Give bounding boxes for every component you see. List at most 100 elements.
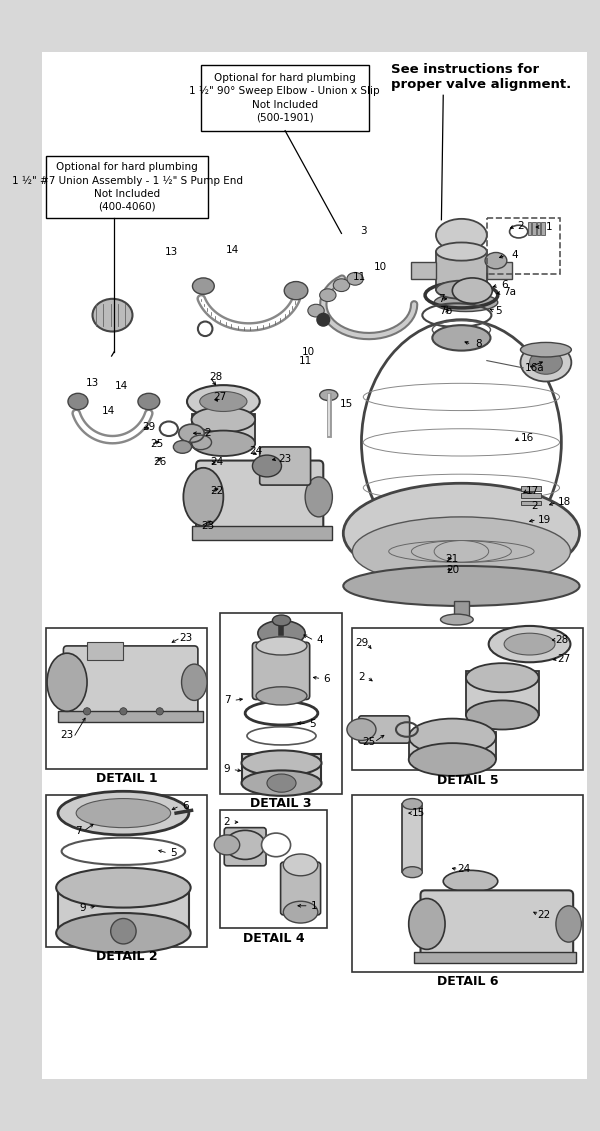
Ellipse shape: [214, 835, 240, 855]
Text: 15: 15: [412, 809, 425, 818]
Text: 13: 13: [165, 247, 178, 257]
Ellipse shape: [556, 906, 581, 942]
Bar: [58, 888, 189, 933]
Bar: [409, 732, 496, 760]
Ellipse shape: [83, 708, 91, 715]
Ellipse shape: [343, 566, 580, 606]
Ellipse shape: [403, 798, 422, 810]
Ellipse shape: [187, 386, 260, 417]
Ellipse shape: [76, 798, 170, 828]
Text: 8: 8: [475, 339, 482, 349]
Bar: [220, 811, 327, 929]
Text: 22: 22: [538, 909, 551, 920]
Text: 27: 27: [557, 654, 571, 664]
Ellipse shape: [253, 455, 281, 477]
FancyBboxPatch shape: [260, 447, 311, 485]
Text: 7: 7: [224, 696, 231, 706]
Text: 26: 26: [153, 457, 166, 467]
Ellipse shape: [488, 625, 571, 663]
Ellipse shape: [156, 708, 163, 715]
Bar: [521, 501, 541, 506]
Bar: [46, 795, 207, 947]
Bar: [541, 223, 545, 235]
Ellipse shape: [485, 252, 507, 269]
Text: 28: 28: [556, 634, 569, 645]
Text: 23: 23: [61, 729, 74, 740]
Bar: [87, 642, 124, 661]
Ellipse shape: [284, 282, 308, 300]
Ellipse shape: [403, 866, 422, 878]
Ellipse shape: [267, 774, 296, 792]
Bar: [528, 223, 532, 235]
Ellipse shape: [436, 219, 487, 251]
Ellipse shape: [436, 280, 487, 299]
Bar: [436, 251, 487, 290]
Bar: [521, 493, 541, 498]
Ellipse shape: [433, 326, 490, 351]
Text: See instructions for
proper valve alignment.: See instructions for proper valve alignm…: [391, 62, 572, 90]
Text: 29: 29: [355, 638, 368, 648]
Ellipse shape: [347, 273, 363, 285]
Ellipse shape: [504, 633, 555, 655]
Text: 23: 23: [278, 454, 292, 464]
Ellipse shape: [256, 637, 307, 655]
Text: 20: 20: [446, 564, 459, 575]
Text: 24: 24: [211, 457, 224, 467]
Bar: [537, 223, 541, 235]
Bar: [487, 262, 512, 279]
Ellipse shape: [191, 407, 255, 432]
Ellipse shape: [333, 279, 350, 292]
Text: 10: 10: [302, 346, 316, 356]
Text: 6: 6: [502, 280, 508, 291]
Text: 2: 2: [532, 501, 538, 511]
Ellipse shape: [443, 871, 498, 892]
FancyBboxPatch shape: [281, 862, 320, 915]
Ellipse shape: [530, 351, 562, 374]
Ellipse shape: [320, 288, 336, 302]
Ellipse shape: [110, 918, 136, 944]
Ellipse shape: [262, 834, 290, 856]
Text: 2: 2: [205, 429, 211, 439]
Ellipse shape: [200, 391, 247, 412]
Text: 14: 14: [115, 381, 128, 391]
Text: DETAIL 6: DETAIL 6: [437, 975, 499, 987]
Ellipse shape: [258, 621, 305, 646]
Bar: [521, 486, 541, 491]
Text: DETAIL 5: DETAIL 5: [437, 774, 499, 787]
Text: 4: 4: [512, 250, 518, 260]
Ellipse shape: [520, 344, 571, 381]
Text: 22: 22: [211, 486, 224, 497]
Text: 7b: 7b: [439, 305, 452, 316]
Text: 24: 24: [458, 864, 471, 874]
Text: 10: 10: [374, 262, 387, 273]
Ellipse shape: [361, 320, 562, 566]
Bar: [454, 602, 469, 618]
Bar: [466, 672, 539, 715]
Bar: [220, 613, 343, 794]
Ellipse shape: [184, 468, 223, 526]
Text: 5: 5: [309, 719, 316, 729]
Ellipse shape: [352, 517, 571, 586]
Text: 23: 23: [179, 632, 193, 642]
Text: DETAIL 2: DETAIL 2: [96, 950, 157, 964]
Ellipse shape: [434, 293, 498, 311]
Ellipse shape: [305, 477, 332, 517]
Ellipse shape: [225, 830, 265, 860]
Text: 7: 7: [438, 294, 445, 304]
Text: 7a: 7a: [503, 287, 516, 297]
Text: 11: 11: [353, 273, 366, 282]
Ellipse shape: [283, 854, 318, 875]
FancyBboxPatch shape: [359, 716, 410, 743]
Text: 27: 27: [213, 392, 226, 402]
Bar: [487, 218, 560, 275]
Text: 2: 2: [224, 818, 230, 827]
Bar: [414, 952, 576, 962]
Text: Optional for hard plumbing
1 ½" 90° Sweep Elbow - Union x Slip
Not Included
(500: Optional for hard plumbing 1 ½" 90° Swee…: [190, 74, 380, 123]
Bar: [46, 628, 207, 769]
Text: 25: 25: [151, 439, 164, 449]
FancyBboxPatch shape: [421, 890, 573, 958]
Bar: [58, 711, 203, 723]
Ellipse shape: [272, 615, 290, 625]
Text: 17: 17: [526, 486, 539, 497]
Bar: [200, 66, 369, 131]
